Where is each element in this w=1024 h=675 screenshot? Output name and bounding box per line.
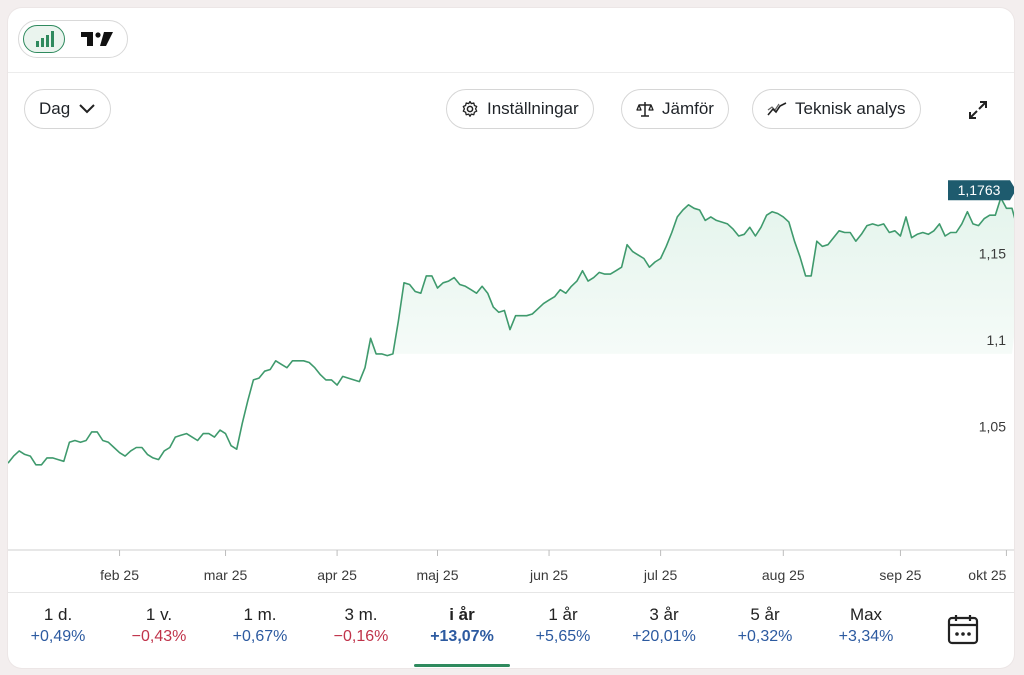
x-tick-label: jun 25 <box>529 567 568 583</box>
settings-label: Inställningar <box>487 99 579 118</box>
period-label: 3 m. <box>344 605 378 624</box>
period-change: +0,49% <box>30 628 86 645</box>
chart-card: Dag Inställningar Jämför Teknisk analys … <box>8 8 1014 668</box>
plot-area <box>8 197 1014 466</box>
x-tick-label: okt 25 <box>968 567 1006 583</box>
period-change: +0,67% <box>232 628 288 645</box>
period-label: i år <box>449 605 475 624</box>
bar-chart-tab[interactable] <box>23 25 65 53</box>
period-label: 5 år <box>750 605 780 624</box>
period-label: 1 d. <box>43 605 73 624</box>
period-change: −0,43% <box>131 628 187 645</box>
technical-analysis-label: Teknisk analys <box>795 99 906 118</box>
period-change: +13,07% <box>430 628 494 645</box>
interval-label: Dag <box>39 99 71 118</box>
settings-button[interactable]: Inställningar <box>446 89 594 129</box>
period-change: +0,32% <box>737 628 793 645</box>
period-label: Max <box>849 605 883 624</box>
tradingview-logo-icon <box>81 32 113 46</box>
period-change: +20,01% <box>632 628 696 645</box>
period-5-år[interactable]: 5 år +0,32% <box>715 593 815 668</box>
price-chart[interactable]: 1,05 1,1 1,15 feb 25 mar 25 apr 25 maj 25 jun … <box>8 138 1014 598</box>
tradingview-tab[interactable] <box>77 27 117 51</box>
expand-icon[interactable] <box>966 98 990 122</box>
period-1-m-[interactable]: 1 m. +0,67% <box>210 593 310 668</box>
technical-analysis-button[interactable]: Teknisk analys <box>752 89 921 129</box>
period-change: +3,34% <box>838 628 894 645</box>
scale-icon <box>636 102 654 117</box>
chart-source-toggle <box>18 20 128 58</box>
period-1-v-[interactable]: 1 v. −0,43% <box>109 593 209 668</box>
interval-dropdown[interactable]: Dag <box>24 89 112 129</box>
current-value-badge: 1,1763 <box>948 180 1014 201</box>
period-change: +5,65% <box>535 628 591 645</box>
bar-chart-icon <box>36 31 54 47</box>
chevron-down-icon <box>79 104 95 114</box>
period-change: −0,16% <box>333 628 389 645</box>
y-axis: 1,05 1,1 1,15 <box>979 245 1006 434</box>
compare-label: Jämför <box>662 99 714 118</box>
x-tick-label: aug 25 <box>762 567 805 583</box>
trend-line-icon <box>767 102 787 116</box>
calendar-icon[interactable] <box>946 612 980 646</box>
period-label: 1 m. <box>243 605 277 624</box>
period-1-år[interactable]: 1 år +5,65% <box>513 593 613 668</box>
period-i-år[interactable]: i år +13,07% <box>412 593 512 668</box>
period-max[interactable]: Max +3,34% <box>816 593 916 668</box>
y-tick-label: 1,1 <box>987 332 1007 348</box>
price-line <box>8 197 1014 466</box>
period-label: 1 v. <box>145 605 173 624</box>
x-tick-label: maj 25 <box>416 567 458 583</box>
period-label: 3 år <box>649 605 679 624</box>
price-area <box>8 197 1014 354</box>
period-3-år[interactable]: 3 år +20,01% <box>614 593 714 668</box>
period-1-d-[interactable]: 1 d. +0,49% <box>8 593 108 668</box>
x-tick-label: feb 25 <box>100 567 139 583</box>
chart-type-bar <box>8 8 1014 73</box>
period-label: 1 år <box>548 605 578 624</box>
x-tick-label: sep 25 <box>879 567 921 583</box>
x-axis: feb 25 mar 25 apr 25 maj 25 jun 25 jul 25 aug … <box>8 549 1014 583</box>
x-tick-label: mar 25 <box>204 567 248 583</box>
period-3-m-[interactable]: 3 m. −0,16% <box>311 593 411 668</box>
period-selector: 1 d. +0,49% 1 v. −0,43% 1 m. +0,67% 3 m. −0,16%… <box>8 592 1014 668</box>
y-tick-label: 1,05 <box>979 419 1006 435</box>
current-value-badge-bg <box>948 180 1014 201</box>
current-value-text: 1,1763 <box>958 182 1001 198</box>
gear-icon <box>462 100 478 117</box>
x-tick-label: apr 25 <box>317 567 357 583</box>
x-tick-label: jul 25 <box>643 567 678 583</box>
compare-button[interactable]: Jämför <box>621 89 729 129</box>
y-tick-label: 1,15 <box>979 245 1006 261</box>
